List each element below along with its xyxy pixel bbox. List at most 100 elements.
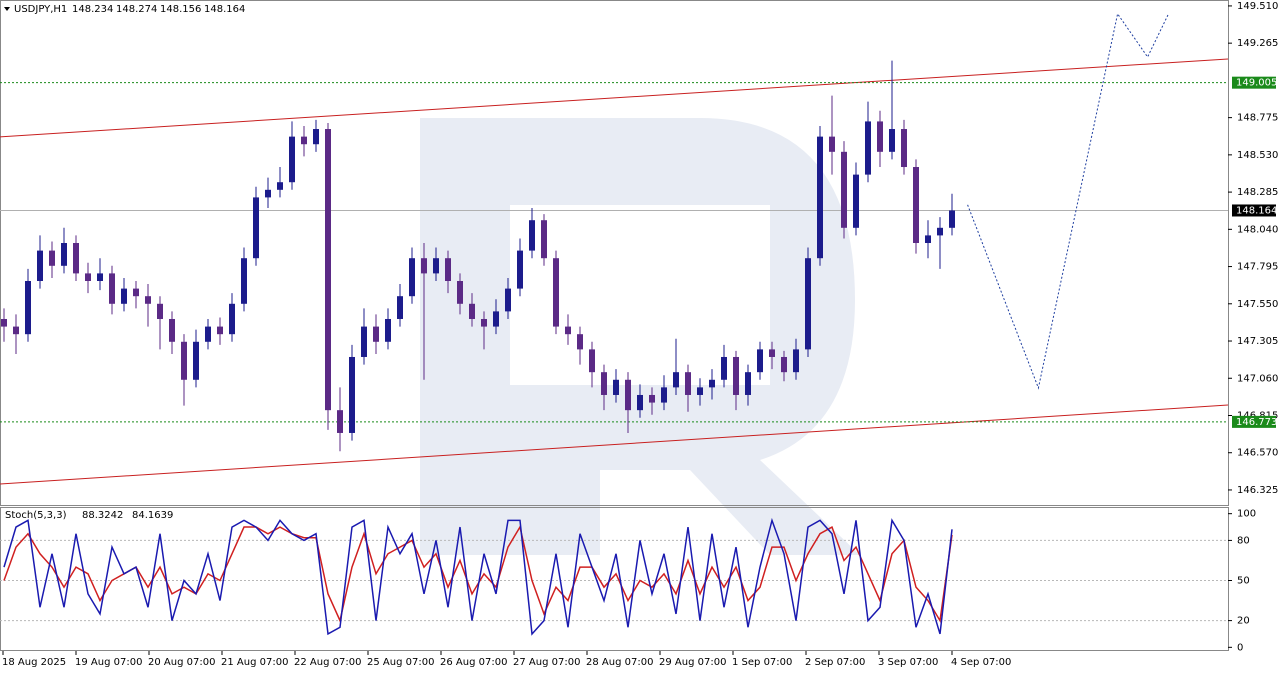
candle-body	[553, 258, 559, 327]
candle-body	[121, 288, 127, 304]
level-label-box	[1232, 76, 1276, 89]
candle-body	[577, 334, 583, 350]
candle-body	[469, 303, 475, 319]
candle-body	[421, 258, 427, 274]
candle-body	[229, 303, 235, 335]
candle-body	[757, 349, 763, 373]
candle-body	[157, 303, 163, 319]
y-tick-label: 147.550	[1237, 299, 1278, 310]
candle-body	[193, 341, 199, 380]
candle-body	[457, 280, 463, 304]
header: USDJPY,H1	[4, 4, 67, 15]
candle-body	[733, 356, 739, 395]
stoch-line	[3, 517, 953, 636]
y-tick-label: 0	[1237, 642, 1243, 653]
candle-body	[601, 372, 607, 395]
price-label-box	[1232, 204, 1276, 217]
candle-body	[433, 258, 439, 274]
candle-body	[745, 372, 751, 395]
y-tick-label: 147.795	[1237, 262, 1278, 273]
candle-body	[145, 296, 151, 304]
candle-body	[529, 220, 535, 251]
candle-body	[841, 151, 847, 228]
y-tick-label: 147.305	[1237, 336, 1278, 347]
candle-body	[685, 372, 691, 395]
candle-body	[37, 250, 43, 281]
x-tick-label: 22 Aug 07:00	[294, 657, 361, 668]
candle-body	[721, 356, 727, 380]
x-tick-label: 21 Aug 07:00	[221, 657, 288, 668]
y-tick-label: 148.040	[1237, 224, 1278, 235]
candle-body	[97, 273, 103, 281]
level-label-box	[1232, 415, 1276, 428]
candle-body	[949, 210, 955, 228]
candle-body	[661, 387, 667, 403]
candle-body	[361, 326, 367, 357]
x-tick-label: 29 Aug 07:00	[659, 657, 726, 668]
candle-body	[505, 288, 511, 312]
candle-body	[913, 167, 919, 244]
candle-body	[385, 318, 391, 342]
channel-line	[0, 58, 1229, 138]
candle-body	[817, 136, 823, 259]
symbol: USDJPY,H1	[14, 4, 67, 15]
indicator-title: Stoch(5,3,3)	[5, 510, 67, 521]
candle-body	[397, 296, 403, 319]
channel-line	[0, 404, 1229, 485]
x-tick-label: 2 Sep 07:00	[805, 657, 865, 668]
candle-body	[853, 174, 859, 228]
candle-body	[877, 121, 883, 152]
y-tick-label: 146.325	[1237, 485, 1278, 496]
y-tick-label: 149.510	[1237, 1, 1278, 12]
candle-body	[181, 341, 187, 380]
candle-body	[301, 136, 307, 145]
candle-body	[25, 280, 31, 335]
candle-body	[637, 394, 643, 411]
x-tick-label: 20 Aug 07:00	[148, 657, 215, 668]
candle-body	[1, 318, 7, 327]
candle-body	[625, 379, 631, 411]
candle-body	[793, 349, 799, 373]
candle-body	[349, 356, 355, 433]
x-tick-label: 28 Aug 07:00	[586, 657, 653, 668]
candle-body	[217, 326, 223, 335]
candle-body	[445, 258, 451, 281]
header-price: 148.274	[116, 4, 157, 15]
y-tick-label: 148.530	[1237, 150, 1278, 161]
y-tick-label: 100	[1237, 509, 1256, 520]
stoch-frame	[0, 507, 1229, 651]
candle-body	[493, 311, 499, 327]
header-price: 148.156	[160, 4, 201, 15]
candle-body	[61, 243, 67, 266]
candle-body	[13, 326, 19, 335]
candle-body	[73, 243, 79, 274]
candle-body	[109, 273, 115, 304]
candle-body	[133, 288, 139, 297]
candle-body	[589, 349, 595, 373]
y-tick-label: 50	[1237, 576, 1250, 587]
candle-body	[865, 121, 871, 175]
main-frame	[0, 0, 1229, 506]
watermark	[420, 118, 860, 555]
candle-body	[889, 129, 895, 152]
candle-body	[253, 197, 259, 259]
candle-body	[673, 372, 679, 388]
candle-body	[481, 318, 487, 327]
candle-body	[829, 136, 835, 152]
candle-body	[769, 349, 775, 357]
y-tick-label: 20	[1237, 616, 1250, 627]
candle-body	[325, 129, 331, 411]
header-price: 148.164	[204, 4, 245, 15]
candle-body	[613, 379, 619, 395]
candle-body	[313, 129, 319, 145]
header-price: 148.234	[72, 4, 113, 15]
price-label: 148.164	[1236, 205, 1277, 216]
y-tick-label: 80	[1237, 535, 1250, 546]
candle-body	[409, 258, 415, 297]
y-tick-label: 149.265	[1237, 38, 1278, 49]
candle-body	[289, 136, 295, 183]
candle-body	[241, 258, 247, 304]
x-tick-label: 19 Aug 07:00	[75, 657, 142, 668]
level-label: 146.773	[1236, 417, 1277, 428]
candle-body	[805, 258, 811, 350]
